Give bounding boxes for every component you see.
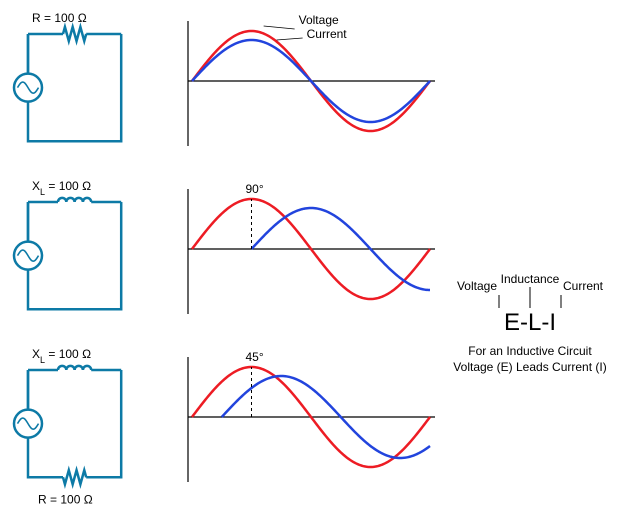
- circuit-inductor: [14, 198, 121, 309]
- eli-mnemonic: E-L-I Voltage InductanceCurrent For an Indu…: [453, 272, 606, 374]
- circuit-inductor_resistor: [14, 366, 121, 484]
- eli-caption-1: For an Inductive Circuit: [468, 344, 592, 358]
- circuit-resistor: [14, 27, 121, 141]
- circuit-label: XL = 100 Ω: [32, 179, 91, 197]
- svg-text:Current: Current: [563, 279, 604, 293]
- legend-voltage: Voltage: [299, 13, 339, 27]
- eli-letters: E-L-I: [504, 309, 556, 336]
- eli-caption-2: Voltage (E) Leads Current (I): [453, 360, 606, 374]
- waveform-plot: 90°: [188, 182, 435, 314]
- phase-label: 45°: [246, 350, 264, 364]
- circuit-label: XL = 100 Ω: [32, 347, 91, 365]
- circuit-label: R = 100 Ω: [32, 11, 87, 25]
- waveform-plot: VoltageCurrent: [188, 13, 435, 146]
- legend-current: Current: [307, 27, 348, 41]
- svg-text:Voltage: Voltage: [457, 279, 497, 293]
- circuit-bottom-label: R = 100 Ω: [38, 492, 93, 506]
- phase-label: 90°: [246, 182, 264, 196]
- waveform-plot: 45°: [188, 350, 435, 482]
- svg-text:Inductance: Inductance: [501, 272, 560, 286]
